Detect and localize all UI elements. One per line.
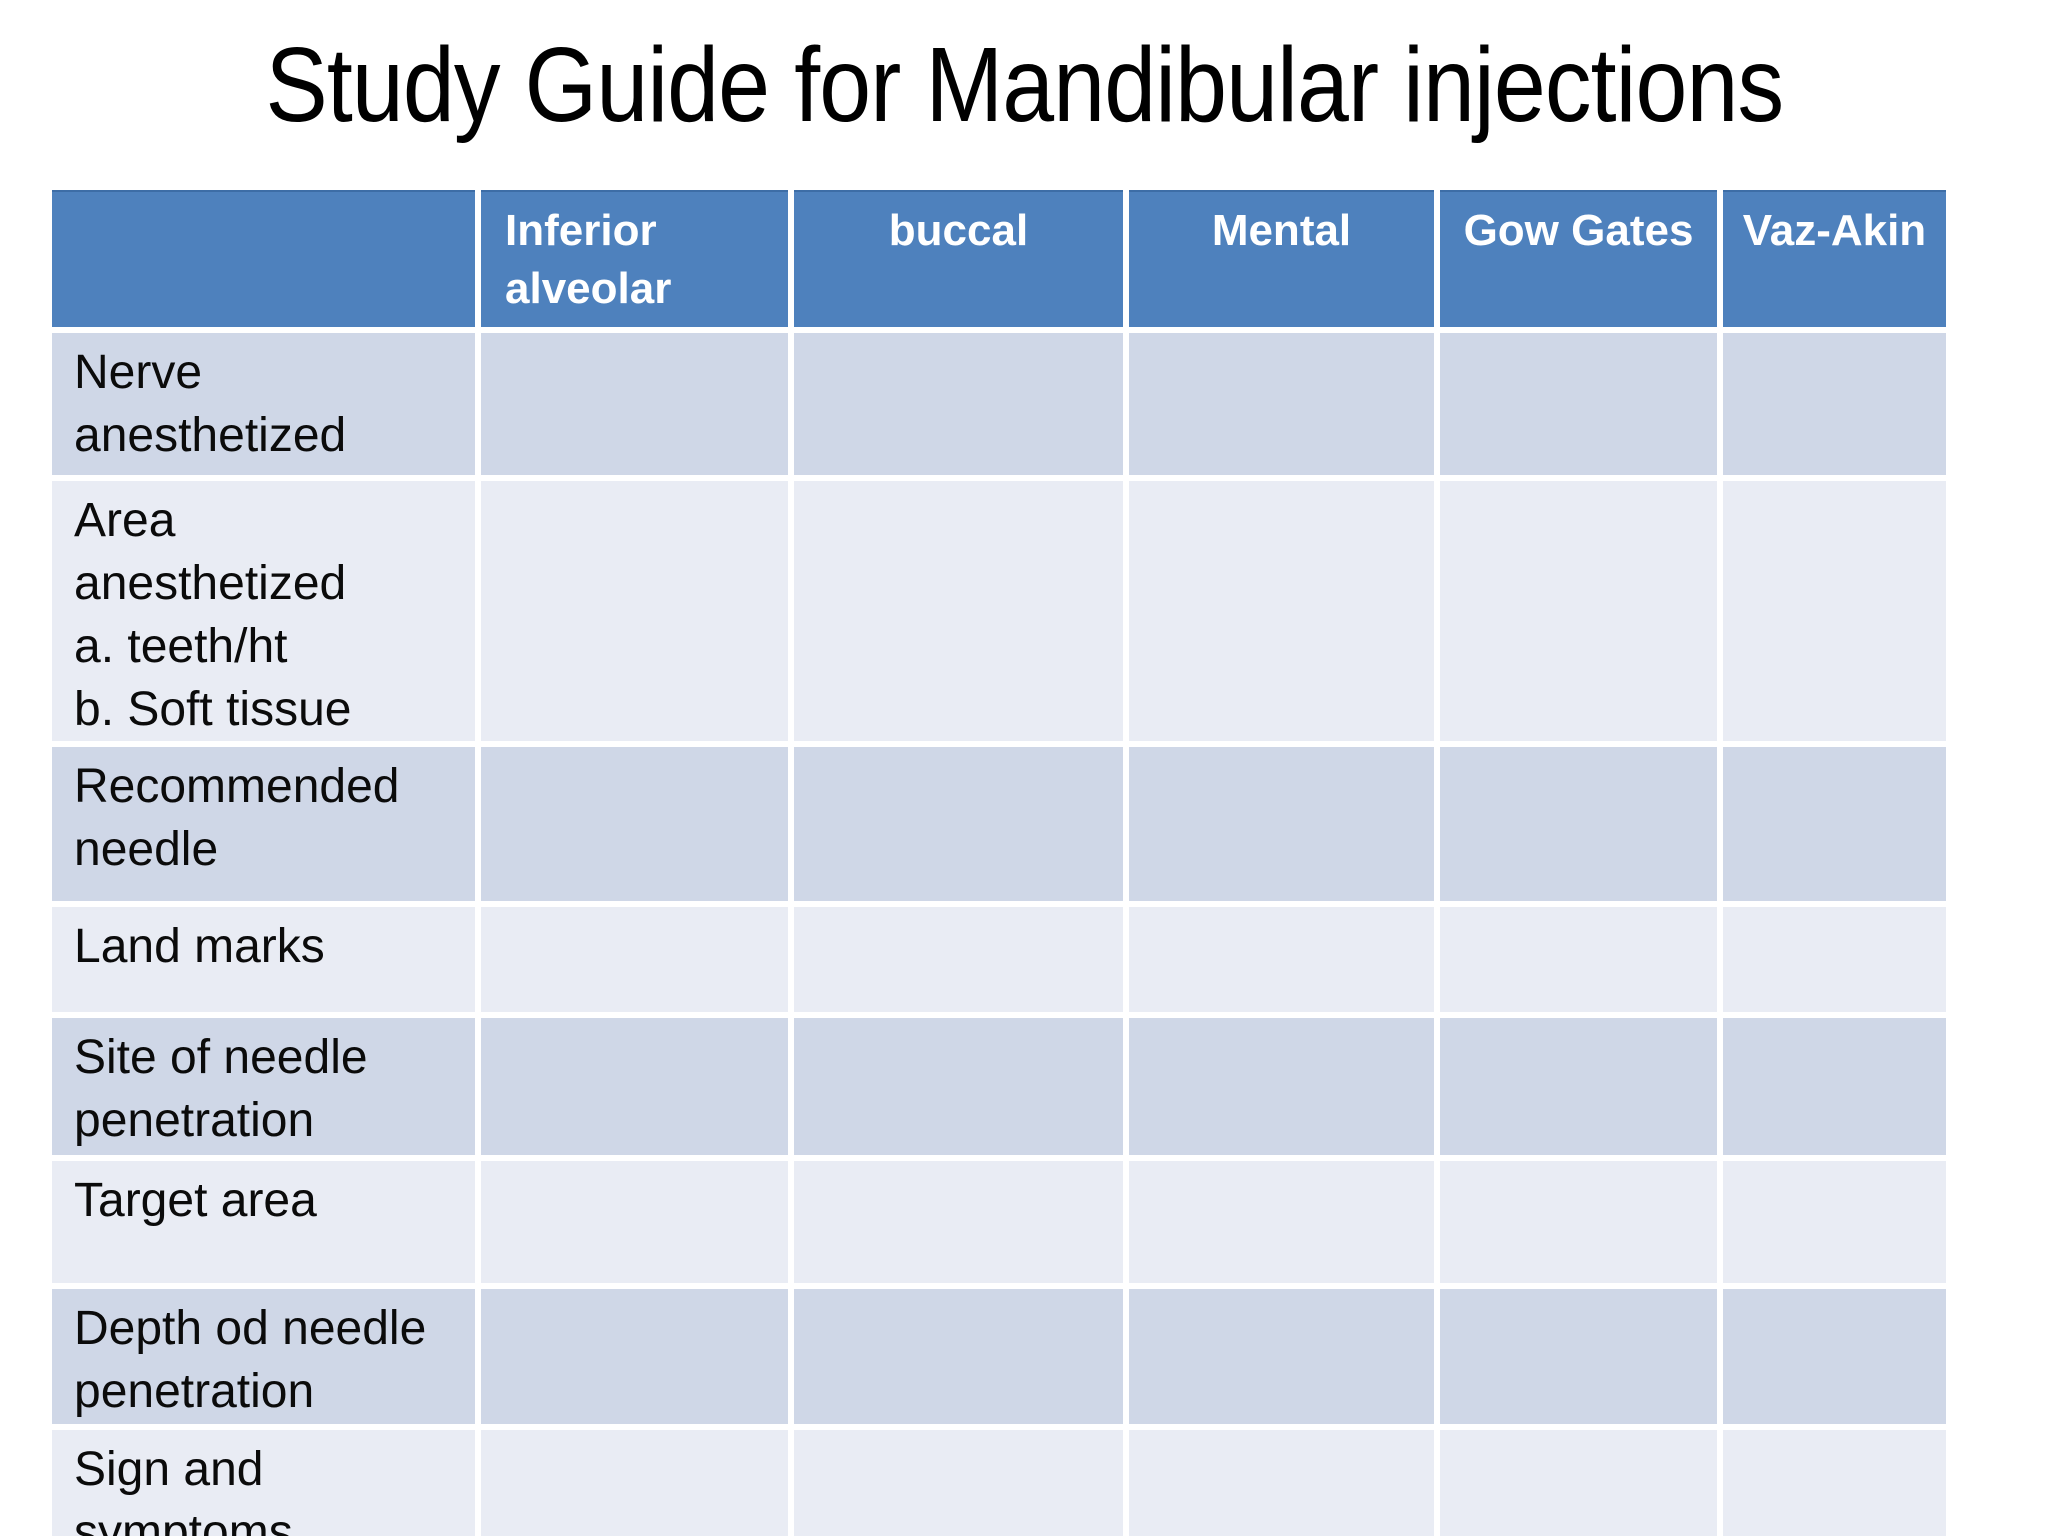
table-cell — [1723, 907, 1946, 1012]
slide-title: Study Guide for Mandibular injections — [265, 26, 1784, 144]
table-cell — [794, 481, 1123, 741]
row-label: Sign and symptoms — [52, 1430, 475, 1536]
row-label: Land marks — [52, 907, 475, 1012]
table-cell — [794, 907, 1123, 1012]
header-cell-mental: Mental — [1129, 190, 1434, 327]
table-cell — [1723, 747, 1946, 901]
table-cell — [481, 1289, 788, 1424]
table-row-sign-and-symptoms: Sign and symptoms — [52, 1430, 1946, 1536]
header-cell-empty — [52, 190, 475, 327]
table-cell — [481, 747, 788, 901]
table-cell — [1129, 747, 1434, 901]
header-cell-vaz-akin: Vaz-Akin — [1723, 190, 1946, 327]
table-cell — [1129, 1430, 1434, 1536]
table-row-nerve-anesthetized: Nerve anesthetized — [52, 333, 1946, 475]
table-cell — [481, 1430, 788, 1536]
row-label: Nerve anesthetized — [52, 333, 475, 475]
table-cell — [481, 907, 788, 1012]
row-label: Depth od needle penetration — [52, 1289, 475, 1424]
table-cell — [1723, 1161, 1946, 1283]
table-cell — [794, 747, 1123, 901]
table-cell — [1129, 481, 1434, 741]
table-cell — [1723, 1430, 1946, 1536]
table-cell — [1129, 907, 1434, 1012]
header-cell-gow-gates: Gow Gates — [1440, 190, 1717, 327]
table-cell — [1129, 333, 1434, 475]
table-row-recommended-needle: Recommended needle — [52, 747, 1946, 901]
table-row-depth-of-needle-penetration: Depth od needle penetration — [52, 1289, 1946, 1424]
header-cell-inferior-alveolar: Inferior alveolar — [481, 190, 788, 327]
row-label: Area anesthetized a. teeth/ht b. Soft ti… — [52, 481, 475, 741]
table-cell — [1440, 1018, 1717, 1155]
table-cell — [481, 1161, 788, 1283]
title-container: Study Guide for Mandibular injections — [0, 22, 2048, 149]
table-cell — [1129, 1289, 1434, 1424]
table-cell — [794, 333, 1123, 475]
table-cell — [1723, 333, 1946, 475]
table-cell — [1440, 1430, 1717, 1536]
table-cell — [481, 1018, 788, 1155]
table-cell — [1440, 747, 1717, 901]
header-cell-buccal: buccal — [794, 190, 1123, 327]
table-cell — [1723, 481, 1946, 741]
table-cell — [1440, 333, 1717, 475]
table-cell — [794, 1018, 1123, 1155]
table-cell — [794, 1161, 1123, 1283]
table-cell — [1440, 481, 1717, 741]
row-label: Site of needle penetration — [52, 1018, 475, 1155]
table-row-target-area: Target area — [52, 1161, 1946, 1283]
table-cell — [794, 1430, 1123, 1536]
table-row-area-anesthetized: Area anesthetized a. teeth/ht b. Soft ti… — [52, 481, 1946, 741]
table-cell — [1723, 1018, 1946, 1155]
table-cell — [794, 1289, 1123, 1424]
row-label: Target area — [52, 1161, 475, 1283]
table-cell — [1440, 1289, 1717, 1424]
table-cell — [1440, 1161, 1717, 1283]
table-row-land-marks: Land marks — [52, 907, 1946, 1012]
table-row-site-of-needle-penetration: Site of needle penetration — [52, 1018, 1946, 1155]
table-cell — [1723, 1289, 1946, 1424]
header-row: Inferior alveolar buccal Mental Gow Gate… — [52, 190, 1946, 327]
table-cell — [481, 333, 788, 475]
table-cell — [481, 481, 788, 741]
table-cell — [1129, 1161, 1434, 1283]
table-cell — [1440, 907, 1717, 1012]
row-label: Recommended needle — [52, 747, 475, 901]
table-cell — [1129, 1018, 1434, 1155]
study-guide-table: Inferior alveolar buccal Mental Gow Gate… — [46, 184, 1952, 1536]
